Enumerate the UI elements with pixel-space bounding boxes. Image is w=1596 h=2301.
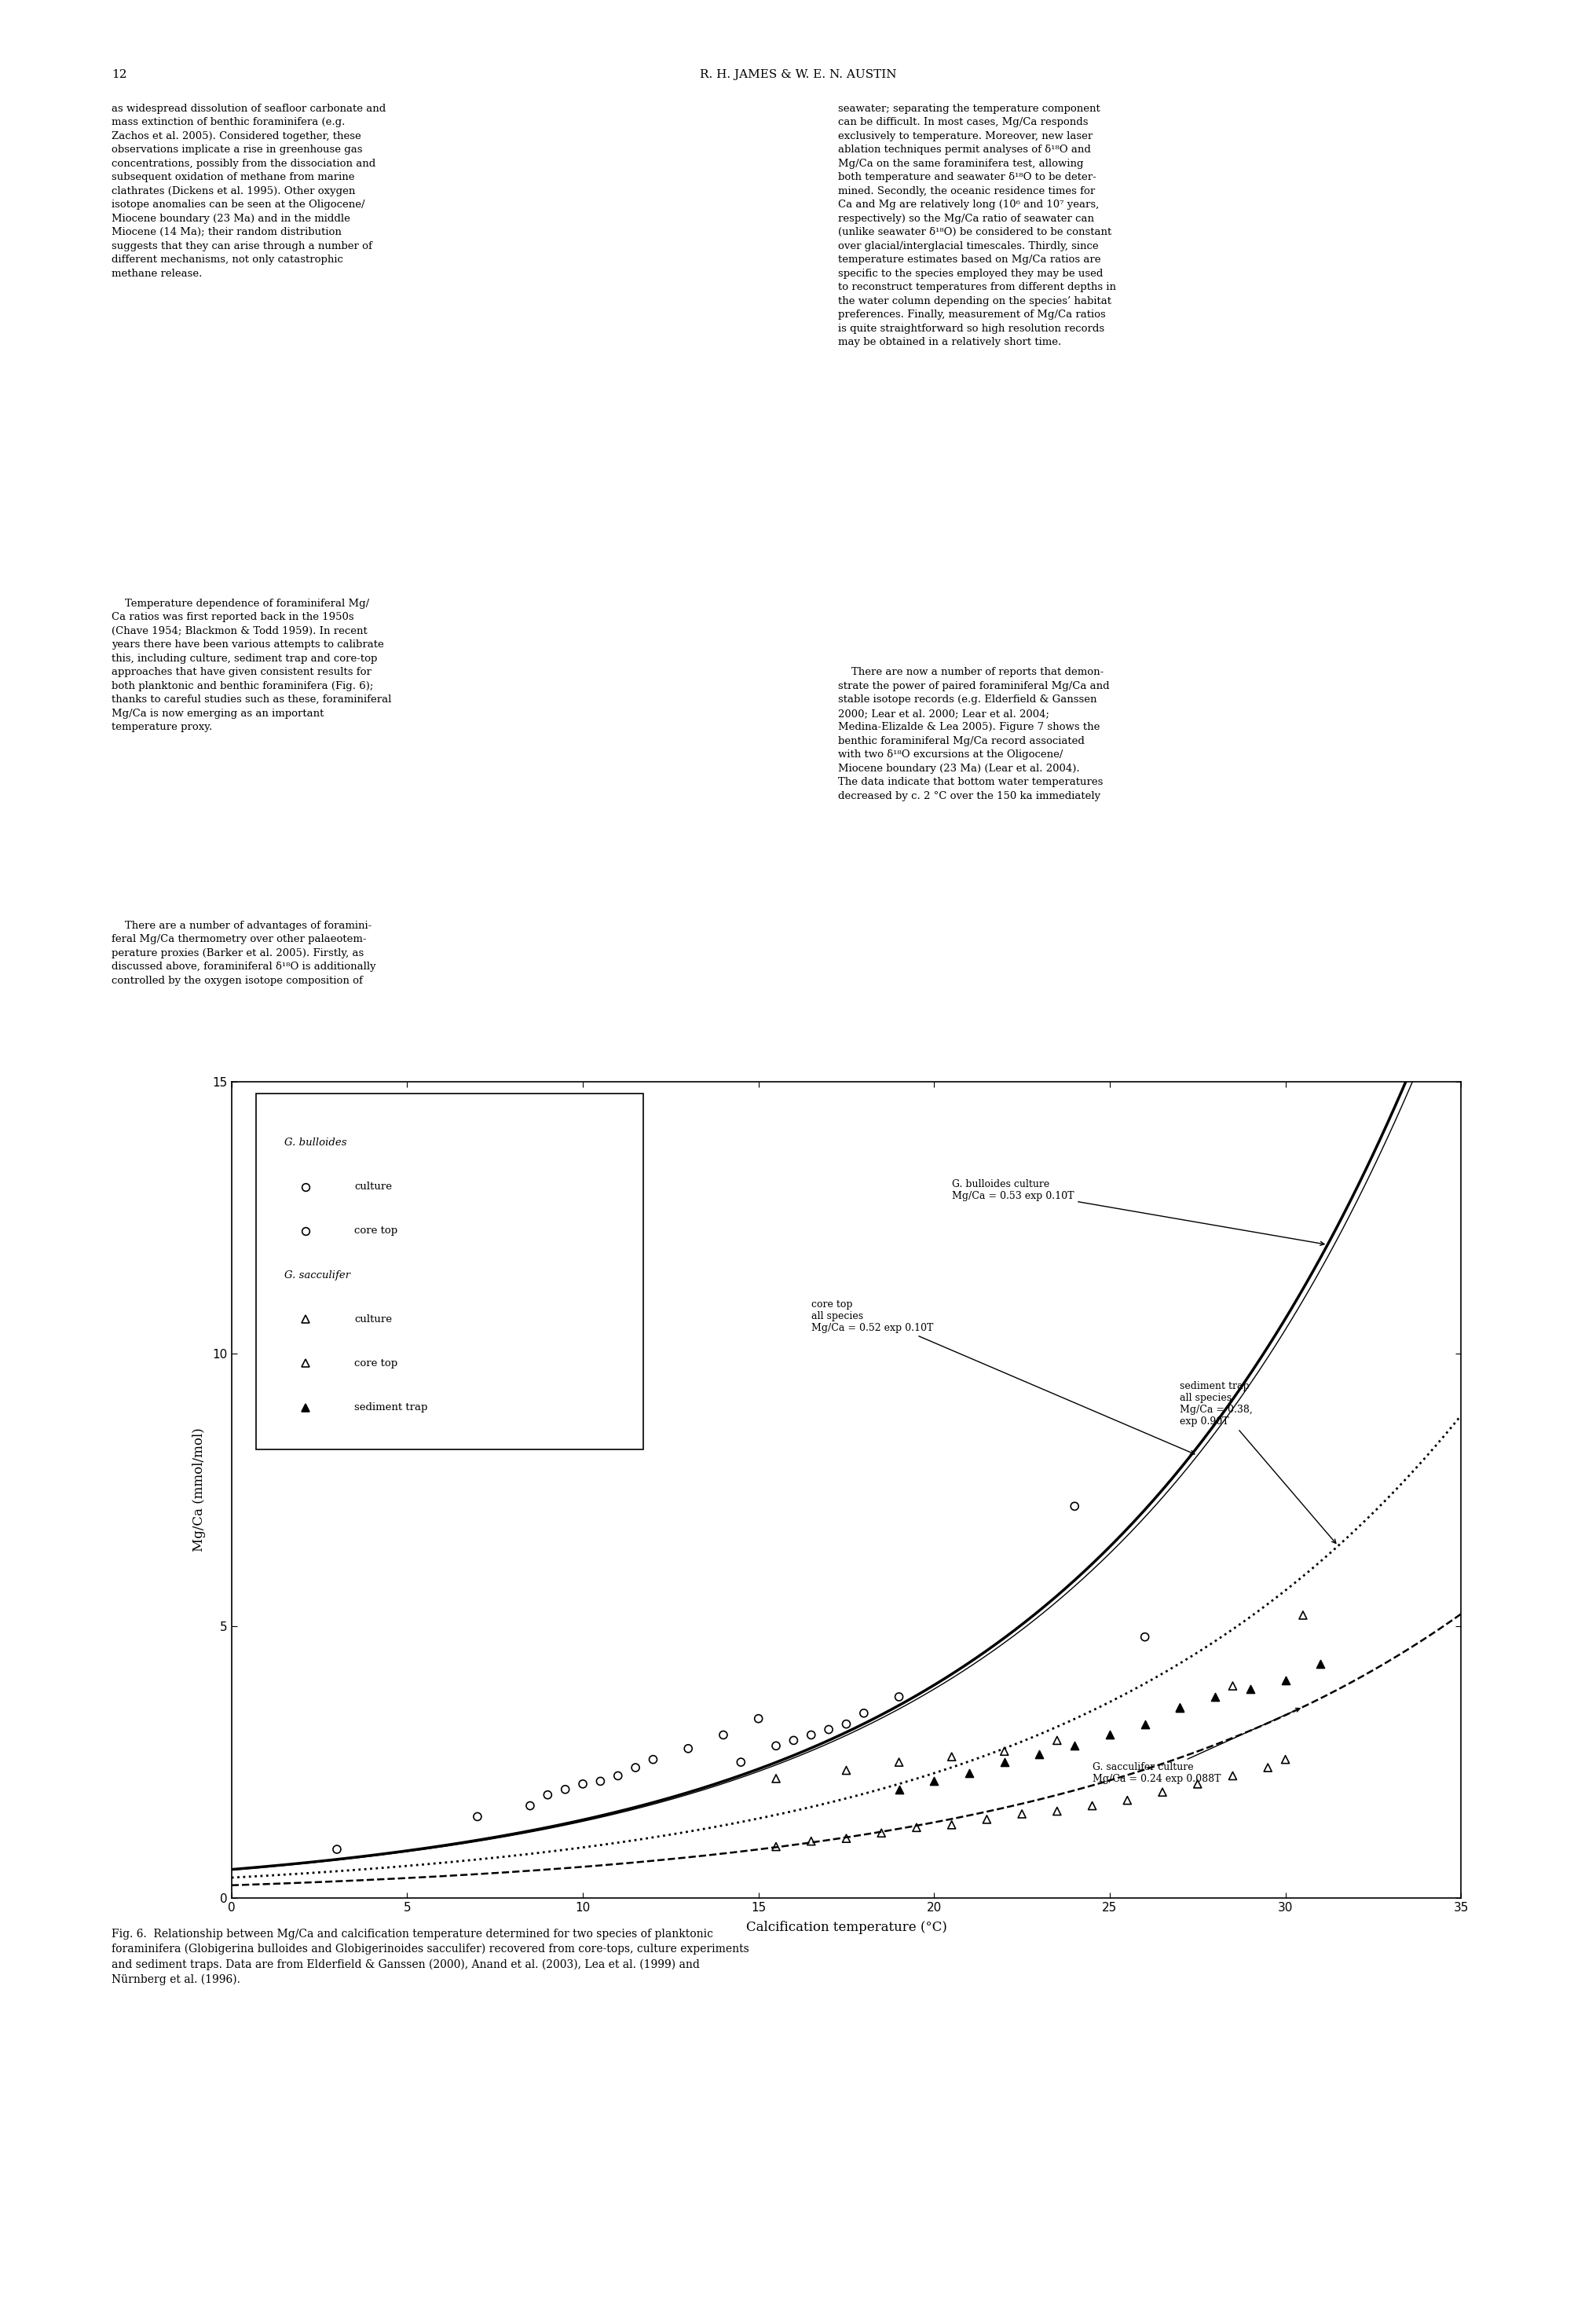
Point bbox=[1009, 1795, 1034, 1832]
Point bbox=[605, 1758, 630, 1795]
Point bbox=[464, 1799, 490, 1836]
Point bbox=[1219, 1668, 1245, 1705]
Point bbox=[798, 1717, 824, 1753]
Text: G. sacculifer: G. sacculifer bbox=[284, 1270, 350, 1279]
Point bbox=[956, 1756, 982, 1792]
Point bbox=[570, 1765, 595, 1802]
Point bbox=[587, 1763, 613, 1799]
Point bbox=[1272, 1742, 1298, 1779]
Point bbox=[851, 1696, 876, 1733]
Point bbox=[1307, 1645, 1333, 1682]
Point bbox=[1026, 1735, 1052, 1772]
Text: core top: core top bbox=[354, 1226, 397, 1236]
Point bbox=[675, 1730, 701, 1767]
Point bbox=[903, 1809, 929, 1845]
Text: as widespread dissolution of seafloor carbonate and
mass extinction of benthic f: as widespread dissolution of seafloor ca… bbox=[112, 104, 386, 278]
Point bbox=[886, 1677, 911, 1714]
Point bbox=[1290, 1597, 1315, 1634]
Point bbox=[763, 1829, 788, 1866]
Point bbox=[991, 1744, 1017, 1781]
Text: There are now a number of reports that demon-
strate the power of paired foramin: There are now a number of reports that d… bbox=[838, 667, 1109, 801]
Point bbox=[1254, 1749, 1280, 1786]
Point bbox=[833, 1751, 859, 1788]
Point bbox=[763, 1728, 788, 1765]
Point bbox=[938, 1737, 964, 1774]
Point bbox=[1096, 1717, 1122, 1753]
Point bbox=[816, 1712, 841, 1749]
Text: G. sacculifer culture
Mg/Ca = 0.24 exp 0.088T: G. sacculifer culture Mg/Ca = 0.24 exp 0… bbox=[1092, 1707, 1299, 1783]
Text: Temperature dependence of foraminiferal Mg/
Ca ratios was first reported back in: Temperature dependence of foraminiferal … bbox=[112, 598, 391, 732]
Point bbox=[728, 1744, 753, 1781]
Point bbox=[1149, 1774, 1175, 1811]
Text: sediment trap: sediment trap bbox=[354, 1401, 428, 1413]
Point bbox=[745, 1700, 771, 1737]
Point bbox=[833, 1705, 859, 1742]
Point bbox=[886, 1744, 911, 1781]
Point bbox=[622, 1749, 648, 1786]
Text: There are a number of advantages of foramini-
feral Mg/Ca thermometry over other: There are a number of advantages of fora… bbox=[112, 920, 377, 985]
Point bbox=[1237, 1671, 1262, 1707]
Point bbox=[938, 1806, 964, 1843]
FancyBboxPatch shape bbox=[255, 1093, 643, 1450]
Point bbox=[1167, 1689, 1192, 1726]
Point bbox=[1061, 1489, 1087, 1526]
Point bbox=[798, 1822, 824, 1859]
Point bbox=[1114, 1781, 1140, 1818]
Text: 12: 12 bbox=[112, 69, 128, 81]
Point bbox=[1272, 1661, 1298, 1698]
Point bbox=[868, 1815, 894, 1852]
Point bbox=[1202, 1677, 1227, 1714]
Text: R. H. JAMES & W. E. N. AUSTIN: R. H. JAMES & W. E. N. AUSTIN bbox=[699, 69, 897, 81]
Point bbox=[552, 1772, 578, 1809]
Point bbox=[780, 1721, 806, 1758]
Point bbox=[833, 1820, 859, 1857]
Point bbox=[517, 1788, 543, 1825]
Point bbox=[1044, 1721, 1069, 1758]
Text: G. bulloides culture
Mg/Ca = 0.53 exp 0.10T: G. bulloides culture Mg/Ca = 0.53 exp 0.… bbox=[951, 1180, 1323, 1245]
Point bbox=[991, 1733, 1017, 1769]
Point bbox=[710, 1717, 736, 1753]
Point bbox=[1044, 1792, 1069, 1829]
Text: core top: core top bbox=[354, 1358, 397, 1369]
Point bbox=[1167, 1689, 1192, 1726]
Point bbox=[763, 1760, 788, 1797]
Point bbox=[1132, 1705, 1157, 1742]
Point bbox=[886, 1772, 911, 1809]
X-axis label: Calcification temperature (°C): Calcification temperature (°C) bbox=[745, 1921, 946, 1933]
Point bbox=[1219, 1758, 1245, 1795]
Text: culture: culture bbox=[354, 1314, 393, 1325]
Point bbox=[1184, 1765, 1210, 1802]
Point bbox=[1079, 1788, 1104, 1825]
Text: culture: culture bbox=[354, 1183, 393, 1192]
Point bbox=[974, 1802, 999, 1838]
Point bbox=[324, 1832, 350, 1868]
Point bbox=[921, 1763, 946, 1799]
Text: Fig. 6.  Relationship between Mg/Ca and calcification temperature determined for: Fig. 6. Relationship between Mg/Ca and c… bbox=[112, 1928, 749, 1986]
Text: sediment trap
all species
Mg/Ca = 0.38,
exp 0.90T: sediment trap all species Mg/Ca = 0.38, … bbox=[1179, 1381, 1336, 1544]
Text: seawater; separating the temperature component
can be difficult. In most cases, : seawater; separating the temperature com… bbox=[838, 104, 1116, 347]
Y-axis label: Mg/Ca (mmol/mol): Mg/Ca (mmol/mol) bbox=[193, 1429, 206, 1551]
Point bbox=[535, 1776, 560, 1813]
Point bbox=[640, 1742, 666, 1779]
Text: G. bulloides: G. bulloides bbox=[284, 1137, 346, 1148]
Point bbox=[1132, 1618, 1157, 1654]
Point bbox=[1061, 1728, 1087, 1765]
Text: core top
all species
Mg/Ca = 0.52 exp 0.10T: core top all species Mg/Ca = 0.52 exp 0.… bbox=[811, 1300, 1194, 1454]
